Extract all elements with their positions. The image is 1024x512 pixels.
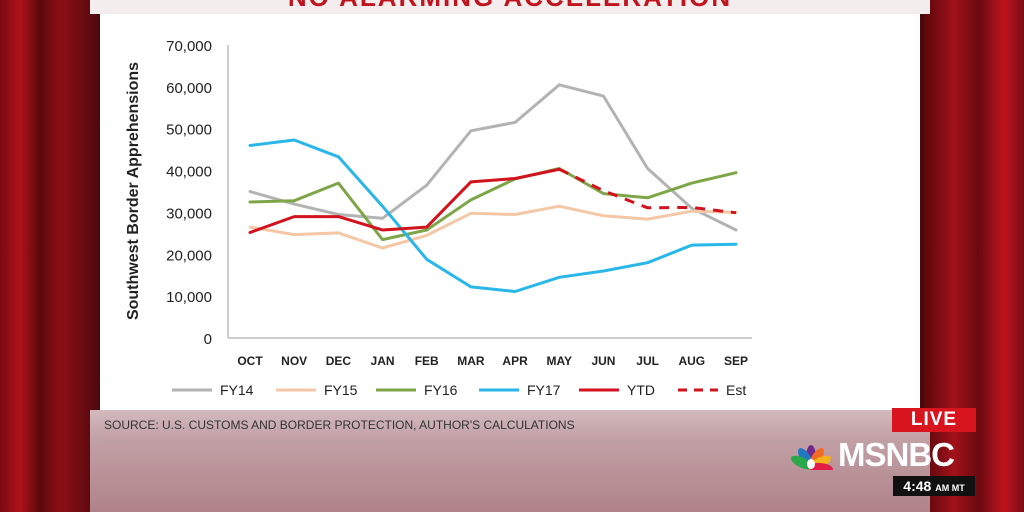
- y-axis-title: Southwest Border Apprehensions: [125, 62, 142, 320]
- x-tick-label: AUG: [678, 354, 705, 368]
- y-tick-label: 30,000: [166, 205, 212, 222]
- y-tick-label: 50,000: [166, 122, 212, 139]
- x-tick-label: JAN: [371, 354, 395, 368]
- chart-panel: [100, 14, 920, 410]
- y-tick-label: 40,000: [166, 164, 212, 181]
- series-line-fy16: [248, 167, 738, 242]
- headline-strip: NO ALARMING ACCELERATION: [90, 0, 930, 14]
- series-line-est: [558, 167, 737, 215]
- legend-label-fy15: FY15: [324, 382, 358, 398]
- series-line-fy15: [248, 204, 738, 250]
- series-line-fy14: [248, 83, 738, 232]
- y-tick-label: 60,000: [166, 80, 212, 97]
- x-tick-label: JUL: [636, 354, 659, 368]
- x-tick-label: SEP: [724, 354, 748, 368]
- network-name: MSNBC: [838, 436, 955, 473]
- live-badge: LIVE: [892, 408, 976, 432]
- x-tick-label: FEB: [415, 354, 439, 368]
- network-logo: MSNBC: [788, 436, 955, 473]
- legend-label-fy17: FY17: [527, 382, 561, 398]
- legend-label-est: Est: [726, 382, 746, 398]
- x-tick-label: MAY: [546, 354, 572, 368]
- x-tick-label: NOV: [281, 354, 307, 368]
- y-tick-label: 70,000: [166, 38, 212, 55]
- clock-time: 4:48: [903, 478, 932, 494]
- x-tick-label: OCT: [237, 354, 263, 368]
- y-tick-label: 10,000: [166, 289, 212, 306]
- broadcast-clock: 4:48 AM MT: [893, 476, 975, 496]
- series-line-ytd: [248, 167, 561, 234]
- series-line-fy17: [248, 138, 738, 293]
- lower-backdrop: [90, 410, 930, 512]
- y-tick-label: 0: [204, 331, 212, 348]
- x-tick-label: DEC: [326, 354, 352, 368]
- x-tick-label: APR: [502, 354, 528, 368]
- legend-label-fy14: FY14: [220, 382, 254, 398]
- peacock-icon: [791, 445, 833, 470]
- x-tick-label: JUN: [591, 354, 615, 368]
- headline: NO ALARMING ACCELERATION: [90, 0, 930, 13]
- clock-suffix: AM MT: [935, 483, 965, 493]
- x-tick-label: MAR: [457, 354, 485, 368]
- source-caption: SOURCE: U.S. CUSTOMS AND BORDER PROTECTI…: [104, 418, 575, 432]
- legend-label-ytd: YTD: [627, 382, 655, 398]
- legend-label-fy16: FY16: [424, 382, 458, 398]
- y-tick-label: 20,000: [166, 247, 212, 264]
